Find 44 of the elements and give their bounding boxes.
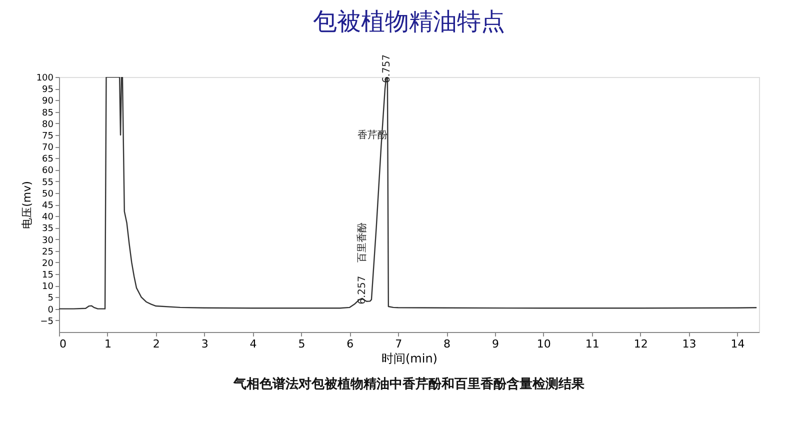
y-tick-label: −5 (40, 316, 54, 327)
x-tick-label: 14 (730, 338, 745, 350)
y-tick-label: 75 (42, 131, 54, 142)
y-tick-label: 55 (42, 178, 54, 188)
y-tick-label: 70 (42, 143, 54, 154)
y-tick-label: 10 (42, 282, 54, 292)
x-tick-label: 10 (536, 338, 551, 350)
x-tick-label: 7 (395, 338, 402, 350)
y-tick-label: 100 (36, 74, 54, 84)
y-tick-label: 95 (42, 85, 54, 96)
x-tick-label: 0 (60, 338, 66, 350)
x-tick-label: 13 (682, 338, 696, 350)
y-tick-label: 0 (48, 305, 54, 316)
annotation: 百里香酚 (356, 222, 368, 262)
y-tick-label: 60 (42, 166, 54, 176)
x-tick-label: 3 (201, 338, 208, 350)
x-tick-label: 12 (634, 338, 648, 350)
y-tick-label: 15 (42, 270, 54, 281)
y-tick-label: 85 (42, 108, 54, 118)
x-tick-label: 4 (250, 338, 257, 350)
text: 气相色谱法对包被植物精油中香芹酚和百里香酚含量检测结果 (232, 376, 586, 392)
x-tick-label: 9 (492, 338, 499, 350)
y-tick-label: 80 (42, 120, 54, 130)
y-tick-label: 40 (42, 212, 54, 223)
x-tick-label: 11 (585, 338, 600, 350)
x-tick-label: 5 (298, 338, 306, 350)
x-tick-label: 2 (152, 338, 160, 350)
y-tick-label: 90 (42, 96, 54, 107)
y-axis-title: 电压(mv) (20, 181, 34, 229)
annotation: 6.757 (381, 54, 392, 83)
y-tick-label: 65 (42, 154, 54, 165)
y-tick-label: 50 (42, 189, 54, 200)
y-tick-label: 30 (42, 236, 54, 246)
x-tick-label: 1 (104, 338, 112, 350)
annotation: 6.257 (357, 276, 368, 304)
y-tick-label: 5 (48, 294, 54, 304)
y-tick-label: 45 (42, 201, 54, 211)
y-tick-label: 20 (42, 258, 54, 269)
y-tick-label: 25 (42, 247, 54, 258)
x-tick-label: 6 (346, 338, 354, 350)
y-tick-label: 35 (42, 224, 54, 234)
x-axis-title: 时间(min) (382, 352, 438, 366)
chart-title: 包被植物精油特点 (313, 7, 505, 36)
x-tick-label: 8 (444, 338, 451, 350)
